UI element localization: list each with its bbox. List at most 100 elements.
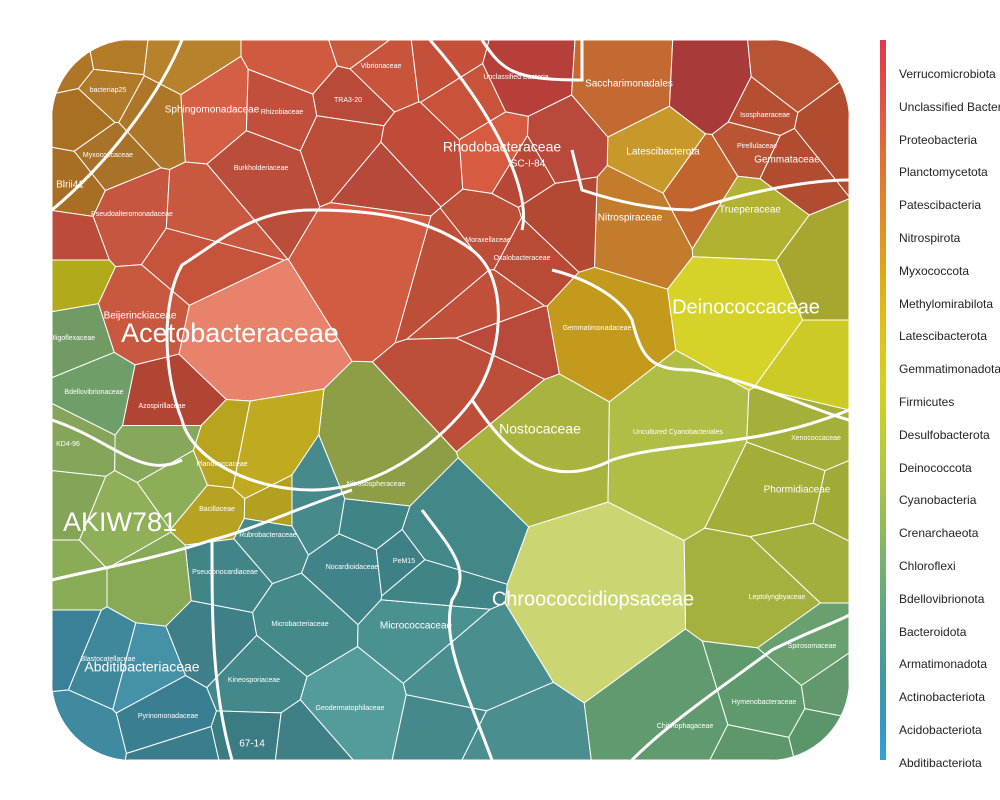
cell-label: Gemmataceae	[754, 155, 820, 166]
cell-label: Isosphaeraceae	[740, 112, 790, 119]
cell-label: Kineosporiaceae	[228, 677, 280, 684]
cell-label: Abditibacteriaceae	[84, 659, 199, 675]
cell-label: Saccharimonadales	[585, 79, 673, 90]
legend-item: Patescibacteria	[899, 198, 982, 213]
minor-cell	[274, 699, 354, 760]
cell-label: Burkholderiaceae	[234, 165, 289, 172]
cell-label: Blrii41	[56, 180, 84, 191]
group-boundary	[52, 418, 183, 467]
minor-cell	[52, 87, 116, 152]
cell-label: KD4-96	[56, 441, 80, 448]
cell-label: Uncultured Cyanobacteriales	[633, 429, 723, 436]
group-boundary	[52, 40, 184, 212]
cell-label: Azospirillaceae	[138, 403, 185, 410]
minor-cell	[461, 681, 592, 760]
minor-cell	[52, 470, 107, 541]
minor-cell	[87, 40, 149, 76]
cell-label: Gemmatimonadaceae	[563, 325, 632, 332]
cell-label: Unclassified Bacteria	[483, 74, 548, 81]
minor-cell	[287, 202, 432, 363]
cell-label: Xenococcaceae	[791, 435, 841, 442]
legend-item: Cyanobacteria	[899, 493, 977, 508]
minor-cell	[662, 133, 739, 250]
minor-cell	[114, 425, 202, 483]
cell-label: AKIW781	[63, 507, 177, 537]
cell-label: Leptolyngbyaceae	[749, 594, 806, 601]
legend-item: Bdellovibrionota	[899, 591, 985, 606]
legend-item: Methylomirabilota	[899, 296, 994, 311]
phylum-legend: Verrucomicrobiota Unclassified Bacteria Pr…	[880, 40, 1000, 770]
cell-label: Hymenobacteraceae	[732, 699, 797, 706]
minor-cell	[52, 609, 103, 693]
cell-label: Rhodobacteraceae	[443, 139, 562, 155]
cell-label: Oligoflexaceae	[52, 335, 95, 342]
cell-label: Pirellulaceae	[737, 143, 777, 150]
cell-label: Phormidiaceae	[764, 485, 831, 496]
group-boundary	[551, 268, 849, 422]
cell-label: Bacillaceae	[199, 506, 235, 513]
cell-label: Nocardioidaceae	[326, 564, 379, 571]
group-boundary	[480, 40, 584, 82]
minor-cell	[526, 94, 609, 184]
legend-item: Verrucomicrobiota	[899, 67, 996, 81]
cell-label: Oxalobacteraceae	[494, 255, 551, 262]
legend-item: Unclassified Bacteria	[899, 99, 1000, 114]
minor-cell	[338, 498, 411, 551]
cell-label: Micrococcaceae	[380, 621, 453, 632]
cell-label: Nostocaceae	[499, 421, 581, 437]
cell-label: Acetobacteraceae	[121, 318, 339, 348]
cell-label: Planococcaceae	[196, 461, 247, 468]
cell-label: Deinococcaceae	[672, 296, 820, 318]
cell-label: Blastocatellaceae	[81, 656, 136, 663]
cell-label: Nitrosospheraceae	[347, 481, 406, 488]
legend-item: Actinobacteriota	[899, 690, 986, 705]
cell-label: Latescibacterota	[626, 147, 700, 158]
legend-item: Gemmatimonadota	[899, 362, 1000, 377]
cell-label: Chroococcidiopsaceae	[492, 588, 694, 610]
cell-label: Microbacteriaceae	[271, 621, 328, 628]
group-boundary	[420, 509, 494, 760]
minor-cell	[380, 101, 464, 208]
cell-label: Nitrospiraceae	[598, 213, 663, 224]
legend-color-bar	[880, 40, 886, 760]
cell-label: 67-14	[239, 739, 265, 750]
cell-label: PeM15	[393, 558, 415, 565]
minor-cell	[165, 600, 258, 689]
cell-label: Spirosomaceae	[788, 643, 837, 650]
voronoi-treemap-canvas: Acetobacteraceae Rhodobacteraceae Sphingom…	[52, 40, 849, 760]
cell-label: Sphingomonadaceae	[165, 105, 260, 116]
minor-cell	[800, 652, 849, 718]
cell-label: Myxococcaceae	[83, 152, 133, 159]
cell-label: Geodermatophilaceae	[316, 705, 385, 712]
group-boundary	[428, 40, 525, 231]
cell-label: Rhizobiaceae	[261, 109, 304, 116]
legend-item: Bacteroidota	[899, 624, 967, 639]
minor-cell	[52, 259, 117, 313]
group-boundary	[570, 149, 849, 212]
cell-label: Beijerinckiaceae	[104, 311, 177, 322]
cell-label: Pyrinomonadaceae	[138, 713, 198, 720]
cell-label: Pseudoalteromonadaceae	[91, 211, 173, 218]
cell-label: Bdellovibrionaceae	[64, 389, 123, 396]
group-boundary	[470, 399, 849, 474]
minor-cell	[328, 40, 391, 70]
legend-item: Acidobacteriota	[899, 723, 982, 737]
legend-item: Firmicutes	[899, 395, 955, 409]
cell-label: bacteriap25	[90, 87, 127, 94]
legend-item: Nitrospirota	[899, 231, 961, 245]
minor-cell	[793, 74, 849, 198]
legend-item: Myxococcota	[899, 263, 970, 278]
legend-item: Chloroflexi	[899, 559, 956, 573]
legend-item: Armatimonadota	[899, 657, 988, 672]
group-boundary	[630, 613, 849, 760]
group-boundary	[210, 539, 234, 760]
cell-label: Moraxellaceae	[465, 237, 511, 244]
legend-item: Latescibacterota	[899, 329, 988, 344]
minor-cell	[812, 460, 849, 542]
cell-label: Pseudonocardiaceae	[192, 569, 258, 576]
cell-label: SC-I-84	[511, 159, 546, 170]
voronoi-treemap: Acetobacteraceae Rhodobacteraceae Sphingom…	[52, 40, 849, 760]
cell-label: Rubrobacteraceae	[239, 532, 297, 539]
minor-cell	[775, 198, 849, 321]
cell-label: Chitinophagaceae	[657, 723, 714, 730]
